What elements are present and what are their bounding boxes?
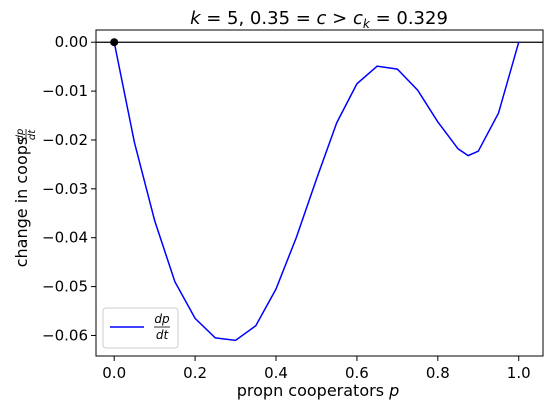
chart-title: k = 5, 0.35 = c > ck = 0.329 (190, 8, 448, 31)
x-axis-label: propn cooperators p (237, 381, 400, 400)
title-ck: c (353, 8, 363, 29)
y-tick-label: −0.06 (42, 326, 88, 344)
y-tick-label: −0.05 (42, 278, 88, 296)
legend-num: dp (154, 312, 170, 326)
ylabel-den: dt (27, 129, 38, 140)
x-tick-label: 0.6 (345, 364, 369, 382)
x-tick-label: 0.2 (183, 364, 207, 382)
y-tick-label: 0.00 (55, 33, 88, 51)
y-tick-label: −0.04 (42, 229, 88, 247)
title-ck-sub: k (363, 17, 371, 31)
x-tick-label: 1.0 (507, 364, 531, 382)
xlabel-var: p (388, 381, 399, 400)
y-axis-ticks: 0.00 −0.01 −0.02 −0.03 −0.04 −0.05 −0.06 (42, 33, 96, 344)
x-tick-label: 0.8 (426, 364, 450, 382)
title-eq2: = 0.329 (370, 8, 448, 29)
y-tick-label: −0.01 (42, 82, 88, 100)
plot-area (96, 38, 543, 342)
title-c: c (317, 8, 327, 29)
y-tick-label: −0.03 (42, 180, 88, 198)
legend: dp dt (102, 307, 179, 349)
xlabel-text: propn cooperators (237, 381, 389, 400)
title-gt: > (326, 8, 353, 29)
x-tick-label: 0.4 (264, 364, 288, 382)
y-tick-label: −0.02 (42, 131, 88, 149)
legend-den: dt (156, 328, 170, 342)
ylabel-num: dp (15, 129, 26, 142)
title-eq1: = 5, 0.35 = (201, 8, 317, 29)
legend-box (102, 307, 179, 349)
y-axis-label: change in coops dp dt (12, 129, 38, 268)
x-tick-label: 0.0 (102, 364, 126, 382)
title-k: k (190, 8, 202, 29)
plot-frame (95, 29, 544, 357)
x-axis-ticks: 0.0 0.2 0.4 0.6 0.8 1.0 (102, 356, 531, 382)
series-line-dp-dt (113, 42, 520, 342)
ylabel-text: change in coops (12, 137, 31, 268)
equilibrium-point (110, 38, 119, 47)
